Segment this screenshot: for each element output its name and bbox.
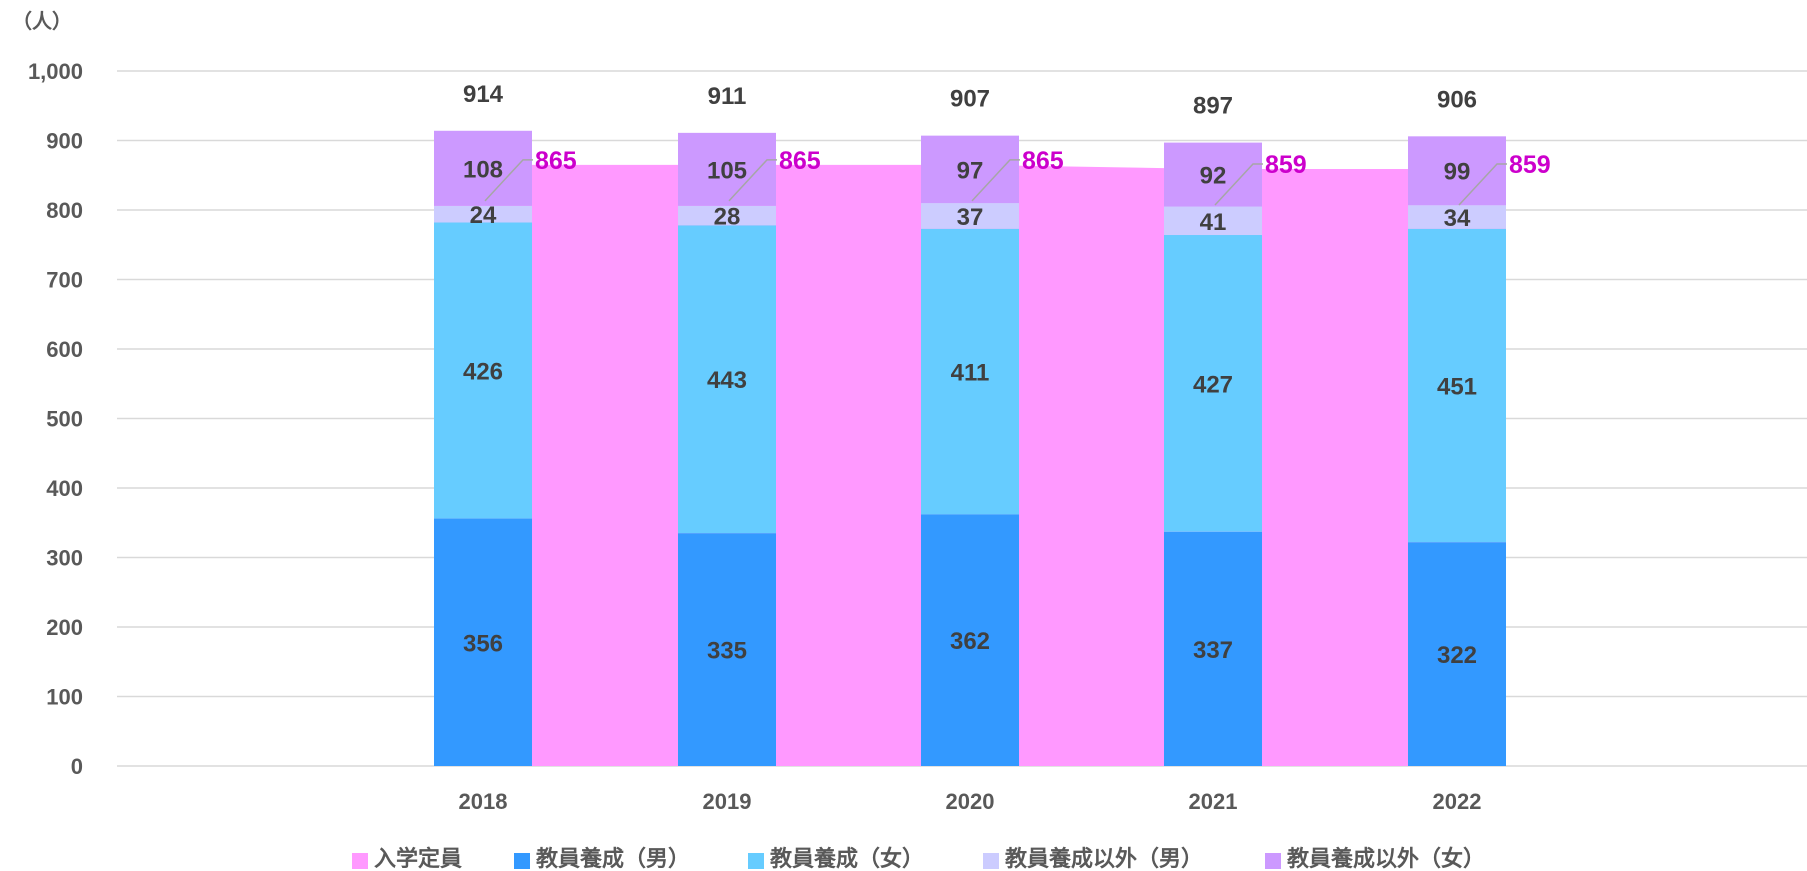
y-tick-label: 200 (46, 615, 83, 640)
capacity-leader-line (484, 159, 533, 202)
bar-segment (1164, 235, 1262, 532)
capacity-value-label: 859 (1509, 151, 1551, 179)
x-axis-ticks: 2018 2019 2020 2021 2022 (459, 789, 1482, 814)
capacity-leader-line (971, 159, 1020, 202)
capacity-leader-line (728, 159, 777, 202)
legend-label: 教員養成（男） (536, 846, 690, 871)
segment-value-label: 41 (1200, 209, 1227, 236)
segment-value-label: 337 (1193, 637, 1233, 664)
bar-segment (1408, 542, 1506, 766)
segment-value-label: 443 (707, 367, 747, 394)
segment-value-label: 427 (1193, 371, 1233, 398)
bar-segment (921, 228, 1019, 515)
capacity-value-label: 865 (535, 147, 577, 175)
legend: 入学定員 教員養成（男） 教員養成（女） 教員養成以外（男） 教員養成以外（女） (352, 846, 1485, 871)
y-tick-label: 300 (46, 546, 83, 571)
bar-segment (1408, 228, 1506, 543)
y-tick-label: 900 (46, 129, 83, 154)
segment-value-label: 362 (950, 628, 990, 655)
segment-value-label: 451 (1437, 373, 1477, 400)
bar-segment (678, 533, 776, 766)
legend-swatch (748, 853, 764, 869)
x-tick-label: 2021 (1189, 789, 1238, 814)
bar-segment (678, 225, 776, 534)
segment-value-label: 92 (1200, 163, 1227, 190)
capacity-value-label: 865 (1022, 147, 1064, 175)
bar-segment (921, 203, 1019, 229)
total-value-label: 907 (950, 86, 990, 113)
bar-segment (1408, 136, 1506, 206)
bar-segment (1164, 206, 1262, 236)
y-unit-label: （人） (12, 10, 72, 33)
segment-value-label: 24 (470, 202, 497, 229)
y-axis-ticks: 0 100 200 300 400 500 600 700 800 900 1,000 (28, 59, 83, 779)
capacity-leader-line (1458, 163, 1507, 206)
legend-label: 教員養成以外（男） (1005, 846, 1203, 871)
segment-value-label: 426 (463, 359, 503, 386)
y-tick-label: 400 (46, 476, 83, 501)
y-tick-label: 0 (71, 754, 83, 779)
segment-value-label: 97 (957, 157, 984, 184)
bar-segment (1164, 531, 1262, 766)
y-tick-label: 1,000 (28, 59, 83, 84)
bar-segment (678, 205, 776, 226)
total-value-label: 897 (1193, 93, 1233, 120)
legend-swatch (1265, 853, 1281, 869)
x-tick-label: 2020 (946, 789, 995, 814)
segment-value-label: 99 (1444, 159, 1471, 186)
segment-value-label: 356 (463, 630, 503, 657)
bar-segment (434, 518, 532, 766)
legend-swatch (352, 853, 368, 869)
y-tick-label: 600 (46, 337, 83, 362)
bar-segment (921, 135, 1019, 204)
legend-label: 教員養成（女） (770, 846, 924, 871)
bar-segment (921, 514, 1019, 766)
capacity-leader-line (1214, 163, 1263, 206)
x-tick-label: 2018 (459, 789, 508, 814)
data-labels: 356 426 24 108 914 865 335 443 28 105 911 865 362 411… (463, 81, 1551, 669)
total-value-label: 911 (708, 83, 747, 110)
segment-value-label: 411 (951, 360, 990, 387)
y-tick-label: 800 (46, 198, 83, 223)
segment-value-label: 28 (714, 204, 741, 231)
legend-swatch (983, 853, 999, 869)
bar-segment (434, 222, 532, 519)
total-value-label: 914 (463, 81, 504, 108)
y-tick-label: 700 (46, 268, 83, 293)
segment-value-label: 322 (1437, 642, 1477, 669)
segment-value-label: 37 (957, 204, 984, 231)
capacity-value-label: 859 (1265, 151, 1307, 179)
bar-segment (434, 205, 532, 223)
total-value-label: 906 (1437, 86, 1477, 113)
segment-value-label: 34 (1444, 205, 1471, 232)
x-tick-label: 2022 (1433, 789, 1482, 814)
capacity-value-label: 865 (779, 147, 821, 175)
x-tick-label: 2019 (703, 789, 752, 814)
legend-swatch (514, 853, 530, 869)
segment-value-label: 335 (707, 638, 747, 665)
legend-label: 入学定員 (374, 846, 462, 871)
legend-label: 教員養成以外（女） (1287, 846, 1485, 871)
bar-segment (1164, 142, 1262, 207)
y-tick-label: 500 (46, 407, 83, 432)
bar-segment (678, 132, 776, 206)
y-tick-label: 100 (46, 685, 83, 710)
segment-value-label: 105 (707, 157, 747, 184)
bar-segment (1408, 205, 1506, 229)
segment-value-label: 108 (463, 156, 503, 183)
